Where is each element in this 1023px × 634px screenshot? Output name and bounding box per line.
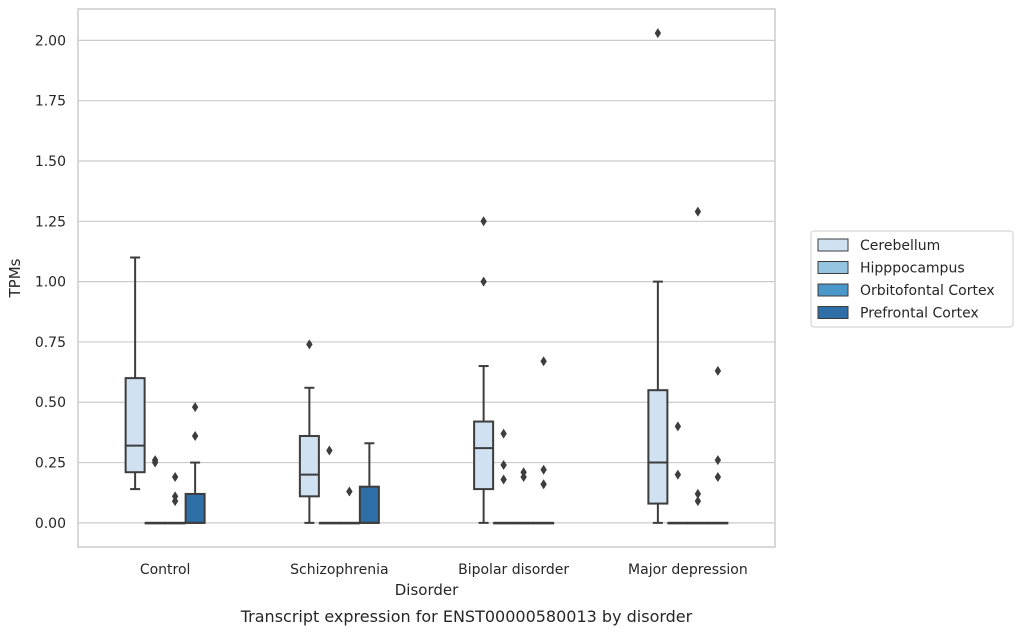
box-prefrontal-cortex xyxy=(533,356,555,525)
outlier-point xyxy=(540,479,547,490)
y-tick-label: 0.00 xyxy=(35,516,66,532)
x-tick-label: Control xyxy=(140,562,191,578)
y-tick-label: 0.75 xyxy=(35,335,66,351)
y-axis-label: TPMs xyxy=(6,258,24,298)
legend-label: Hipppocampus xyxy=(860,261,965,277)
plot-frame xyxy=(77,8,776,548)
box-cerebellum xyxy=(647,28,669,524)
box-hipppocampus xyxy=(667,421,689,525)
legend-swatch xyxy=(817,238,849,252)
box-prefrontal-cortex xyxy=(358,442,380,524)
box-hipppocampus xyxy=(493,428,515,525)
outlier-point xyxy=(694,206,702,217)
outlier-point xyxy=(714,472,722,483)
outlier-point xyxy=(654,28,662,39)
legend-label: Orbitofontal Cortex xyxy=(860,283,995,299)
x-axis-label: Disorder xyxy=(395,581,459,599)
legend-label: Cerebellum xyxy=(860,238,940,254)
legend-swatch xyxy=(817,261,849,274)
legend-swatch xyxy=(817,283,849,297)
outlier-point xyxy=(191,402,199,413)
legend-label: Prefrontal Cortex xyxy=(860,306,979,322)
outlier-point xyxy=(326,445,333,456)
y-tick-label: 1.25 xyxy=(35,214,66,230)
box-body xyxy=(473,420,495,491)
legend-frame xyxy=(810,230,1014,328)
y-tick-label: 0.50 xyxy=(35,395,66,411)
x-tick-label: Bipolar disorder xyxy=(458,562,569,578)
box-hipppocampus xyxy=(318,445,340,525)
y-tick-label: 1.00 xyxy=(35,275,66,291)
outlier-point xyxy=(151,455,159,466)
outlier-point xyxy=(500,428,507,439)
outlier-point xyxy=(540,356,547,367)
outlier-point xyxy=(714,365,722,376)
outlier-point xyxy=(674,469,682,480)
legend-swatch xyxy=(817,306,849,319)
x-tick-label: Schizophrenia xyxy=(290,562,388,578)
box-cerebellum xyxy=(298,339,320,524)
y-tick-label: 1.50 xyxy=(35,154,66,170)
outlier-point xyxy=(540,464,547,475)
box-body xyxy=(647,389,669,505)
box-prefrontal-cortex xyxy=(707,365,729,525)
outlier-point xyxy=(480,216,487,227)
box-hipppocampus xyxy=(144,455,166,525)
y-tick-label: 2.00 xyxy=(35,33,66,49)
outlier-point xyxy=(480,276,487,287)
outlier-point xyxy=(520,467,527,478)
box-body xyxy=(358,485,380,524)
x-tick-labels: Control Schizophrenia Bipolar disorder Majo… xyxy=(140,562,748,578)
box-orbitofontal-cortex xyxy=(338,486,360,525)
outlier-point xyxy=(500,459,507,470)
chart-caption: Transcript expression for ENST0000058001… xyxy=(240,607,693,626)
outlier-point xyxy=(694,496,702,507)
outlier-point xyxy=(714,455,722,466)
box-body xyxy=(184,492,206,524)
y-tick-label: 0.25 xyxy=(35,456,66,472)
outlier-point xyxy=(306,339,313,350)
box-prefrontal-cortex xyxy=(184,402,206,524)
outlier-point xyxy=(346,486,353,497)
outlier-point xyxy=(674,421,682,432)
box-layer xyxy=(124,28,729,525)
outlier-point xyxy=(171,491,179,502)
box-body xyxy=(124,377,146,474)
outlier-point xyxy=(171,472,179,483)
box-body xyxy=(298,435,320,498)
box-cerebellum xyxy=(124,256,146,491)
x-tick-label: Major depression xyxy=(628,562,748,578)
outlier-point xyxy=(694,488,702,499)
legend: Cerebellum Hipppocampus Orbitofontal Corte… xyxy=(810,230,1014,328)
grid-layer xyxy=(78,39,775,524)
y-tick-labels: 0.00 0.25 0.50 0.75 1.00 1.25 1.50 1.75 2.00 xyxy=(35,33,66,532)
outlier-point xyxy=(191,431,199,442)
box-orbitofontal-cortex xyxy=(164,472,186,525)
outlier-point xyxy=(500,474,507,485)
y-tick-label: 1.75 xyxy=(35,94,66,110)
box-cerebellum xyxy=(473,216,495,524)
box-orbitofontal-cortex xyxy=(513,467,535,525)
box-orbitofontal-cortex xyxy=(687,206,709,525)
